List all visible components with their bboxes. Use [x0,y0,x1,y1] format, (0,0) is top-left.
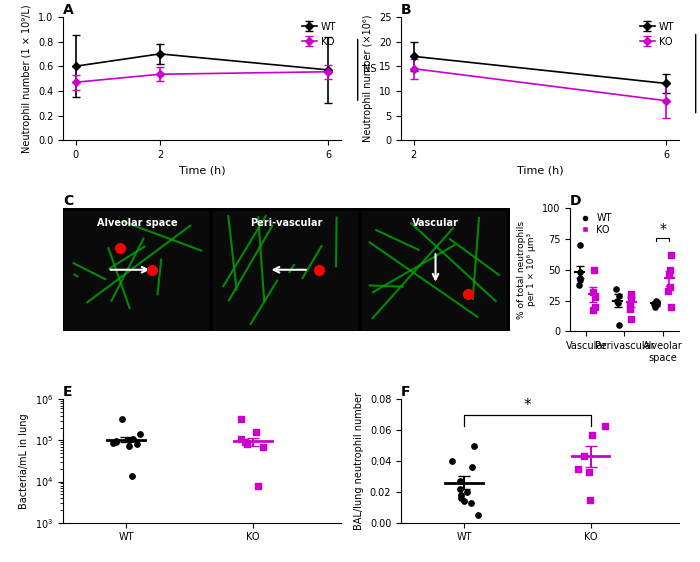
Point [651,297,662,306]
Point [251,428,262,437]
Point [613,291,624,300]
Text: B: B [401,3,412,17]
Point [107,439,118,448]
Point [574,241,585,250]
Point [587,306,598,315]
Point [624,300,636,309]
Point [469,441,480,450]
Y-axis label: Bacteria/mL in lung: Bacteria/mL in lung [19,413,29,509]
Text: *: * [524,398,531,413]
Point [664,283,676,292]
Point [600,421,611,430]
Point [663,270,674,279]
FancyBboxPatch shape [64,211,209,330]
Point [454,484,466,493]
Point [652,300,663,309]
Point [236,434,247,443]
Point [132,440,143,449]
Y-axis label: Neutrophil number (×10⁶): Neutrophil number (×10⁶) [363,15,373,142]
Point [664,265,675,274]
Point [584,495,595,504]
Text: Alveolar space: Alveolar space [97,218,178,228]
Y-axis label: BAL/lung neutrophil number: BAL/lung neutrophil number [354,392,364,530]
Point [588,265,599,274]
Point [587,288,598,297]
Point [574,275,585,284]
Point [110,437,121,446]
Point [117,415,128,424]
Text: Peri-vascular: Peri-vascular [251,218,323,228]
Text: A: A [63,3,74,17]
Legend: WT, KO: WT, KO [640,22,674,47]
Point [258,442,269,451]
Point [110,438,121,447]
Point [578,452,589,461]
Text: D: D [570,194,582,208]
Point [613,298,624,307]
Point [665,302,676,311]
Point [612,296,623,305]
Text: NS: NS [363,64,377,74]
Point [589,292,601,301]
FancyBboxPatch shape [363,211,507,330]
Point [575,268,586,277]
Text: C: C [63,194,74,208]
X-axis label: Time (h): Time (h) [178,165,225,175]
Point [626,290,637,299]
Point [239,438,251,447]
Point [466,463,477,472]
Point [648,300,659,309]
Point [134,430,146,439]
X-axis label: Time (h): Time (h) [517,165,564,175]
Point [235,415,246,424]
Point [459,497,470,506]
Point [455,491,466,500]
Point [666,251,677,260]
Point [626,292,637,301]
Point [614,321,625,330]
Point [663,286,674,295]
Y-axis label: % of total neutrophils
per 1 × 10⁶ μm³: % of total neutrophils per 1 × 10⁶ μm³ [517,221,536,319]
Point [252,481,263,490]
Text: *: * [659,223,666,237]
FancyBboxPatch shape [214,211,358,330]
Text: E: E [63,386,73,399]
Point [626,315,637,324]
Point [465,498,476,507]
Point [447,456,458,465]
Point [610,285,622,294]
Point [650,302,661,311]
Point [587,430,598,439]
Point [124,441,135,450]
Point [589,302,601,311]
Point [583,467,594,476]
Point [124,436,135,445]
Text: F: F [401,386,410,399]
Text: Vascular: Vascular [412,218,459,228]
Point [127,471,138,480]
Point [462,487,473,496]
Point [625,305,636,314]
Point [573,280,584,289]
Point [650,296,662,305]
Point [456,493,467,502]
Point [574,274,585,283]
Point [572,464,583,473]
Legend: WT, KO: WT, KO [302,22,336,47]
Y-axis label: Neutrophil number (1 × 10⁹/L): Neutrophil number (1 × 10⁹/L) [22,4,32,153]
Legend: WT, KO: WT, KO [575,213,612,235]
Point [127,434,139,443]
Point [473,510,484,519]
Point [454,477,466,486]
Point [241,440,253,449]
